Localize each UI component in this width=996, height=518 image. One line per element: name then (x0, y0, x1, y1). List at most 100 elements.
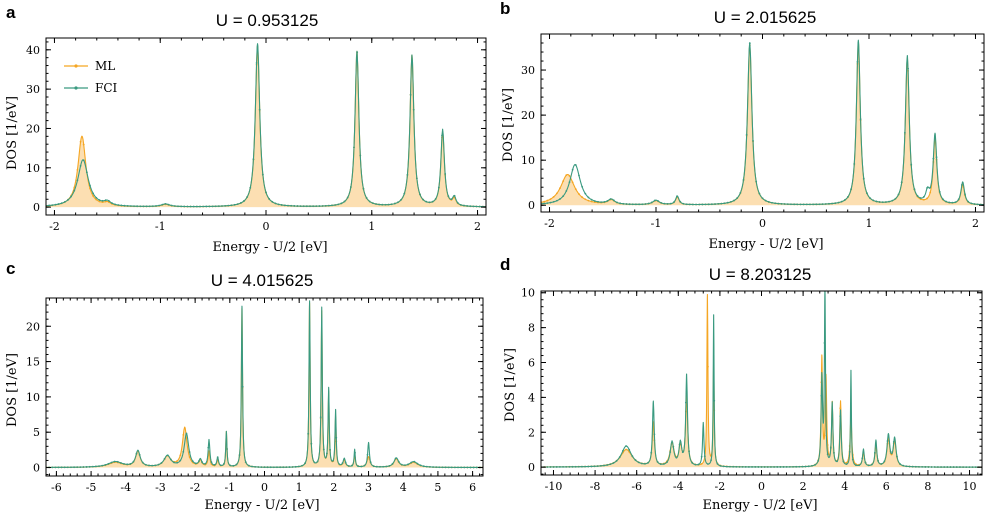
dos-point-fci-c (360, 465, 363, 468)
dos-point-fci-a (356, 51, 359, 54)
dos-point-fci-a (437, 186, 440, 189)
dos-point-fci-b (726, 201, 729, 204)
dos-point-fci-d (732, 465, 735, 468)
dos-point-fci-a (73, 189, 76, 192)
dos-point-fci-b (650, 201, 653, 204)
dos-point-fci-c (429, 465, 431, 468)
dos-point-fci-b (647, 202, 650, 205)
dos-point-ml-c (179, 454, 182, 457)
dos-point-fci-d (571, 465, 574, 468)
dos-point-fci-d (889, 450, 892, 453)
dos-point-ml-b (578, 193, 580, 195)
dos-point-fci-a (85, 171, 88, 174)
dos-point-fci-a (120, 204, 123, 207)
dos-point-fci-b (609, 198, 612, 200)
dos-point-fci-a (195, 205, 198, 208)
dos-point-fci-a (249, 186, 252, 189)
dos-point-fci-a (287, 204, 289, 207)
dos-point-fci-b (654, 199, 656, 202)
x-tick-label-d: -10 (545, 480, 563, 493)
dos-point-fci-a (92, 192, 95, 195)
dos-point-fci-b (960, 184, 963, 186)
dos-point-fci-d (858, 464, 861, 467)
dos-point-fci-b (793, 203, 796, 206)
dos-point-fci-a (189, 205, 192, 208)
dos-point-fci-c (238, 454, 241, 456)
dos-point-fci-b (938, 190, 941, 193)
dos-point-fci-d (965, 466, 968, 468)
x-tick-label-a: 0 (263, 220, 270, 233)
legend: ML FCI (64, 59, 118, 95)
dos-point-fci-d (845, 463, 848, 466)
dos-point-fci-b (543, 202, 546, 205)
dos-point-fci-b (799, 203, 802, 206)
dos-point-fci-d (848, 451, 851, 453)
dos-point-fci-b (562, 195, 565, 197)
dos-point-fci-c (154, 464, 157, 467)
dos-point-fci-b (660, 201, 663, 204)
dos-point-fci-a (265, 191, 267, 194)
dos-point-fci-d (685, 401, 687, 404)
dos-point-fci-d (622, 449, 624, 452)
dos-point-fci-c (110, 461, 113, 464)
dos-point-fci-d (581, 465, 583, 468)
dos-point-fci-a (148, 205, 151, 208)
dos-point-fci-a (117, 204, 120, 206)
dos-point-fci-b (616, 201, 618, 204)
dos-point-fci-c (454, 466, 456, 469)
dos-point-fci-a (340, 202, 343, 205)
dos-point-fci-c (216, 456, 219, 459)
x-tick-label-c: 0 (261, 481, 268, 494)
dos-point-fci-b (875, 200, 878, 203)
dos-point-fci-a (274, 202, 277, 205)
dos-point-fci-d (937, 466, 939, 468)
legend-fci-label: FCI (95, 81, 118, 95)
dos-point-fci-c (351, 464, 353, 467)
dos-point-fci-a (111, 202, 113, 204)
dos-point-fci-b (771, 201, 773, 204)
dos-point-fci-b (641, 203, 644, 206)
dos-point-fci-b (559, 198, 561, 200)
dos-point-fci-c (223, 462, 225, 465)
dos-point-fci-c (294, 465, 297, 468)
dos-point-fci-b (859, 118, 862, 121)
dos-point-fci-d (725, 465, 728, 468)
dos-point-fci-b (698, 203, 701, 206)
x-tick-label-a: 2 (474, 220, 481, 233)
dos-point-fci-c (141, 461, 144, 464)
dos-point-fci-a (397, 201, 399, 204)
dos-line-ml-c (46, 302, 483, 469)
dos-point-fci-d (694, 463, 697, 466)
dos-point-fci-c (88, 465, 91, 468)
dos-point-fci-c (319, 416, 322, 419)
dos-point-ml-d (700, 463, 703, 465)
dos-point-fci-b (663, 202, 666, 205)
x-tick-label-c: 3 (365, 481, 372, 494)
y-axis-label-b: DOS [1/eV] (501, 88, 516, 162)
dos-point-fci-a (79, 164, 82, 167)
dos-point-fci-b (777, 202, 780, 205)
dos-point-fci-d (757, 466, 760, 468)
dos-fill-ml-c (46, 302, 483, 468)
dos-point-fci-d (596, 465, 599, 468)
dos-point-fci-b (878, 201, 881, 203)
y-tick-label-b: 10 (521, 154, 535, 167)
dos-point-fci-d (552, 466, 555, 468)
dos-point-fci-c (413, 460, 416, 463)
dos-point-fci-b (790, 203, 792, 206)
dos-point-fci-a (283, 204, 286, 207)
dos-point-fci-b (682, 202, 685, 205)
dos-point-fci-c (475, 466, 478, 469)
dos-point-fci-b (628, 203, 631, 206)
dos-point-fci-d (697, 463, 700, 466)
dos-point-fci-d (760, 466, 763, 468)
dos-point-fci-d (729, 465, 731, 468)
dos-point-fci-d (691, 461, 694, 464)
dos-point-fci-a (167, 203, 170, 206)
y-tick-label-c: 0 (33, 462, 40, 475)
dos-point-fci-a (233, 203, 236, 206)
dos-point-fci-d (603, 464, 605, 467)
dos-point-fci-d (751, 466, 753, 468)
dos-point-fci-c (438, 466, 441, 469)
